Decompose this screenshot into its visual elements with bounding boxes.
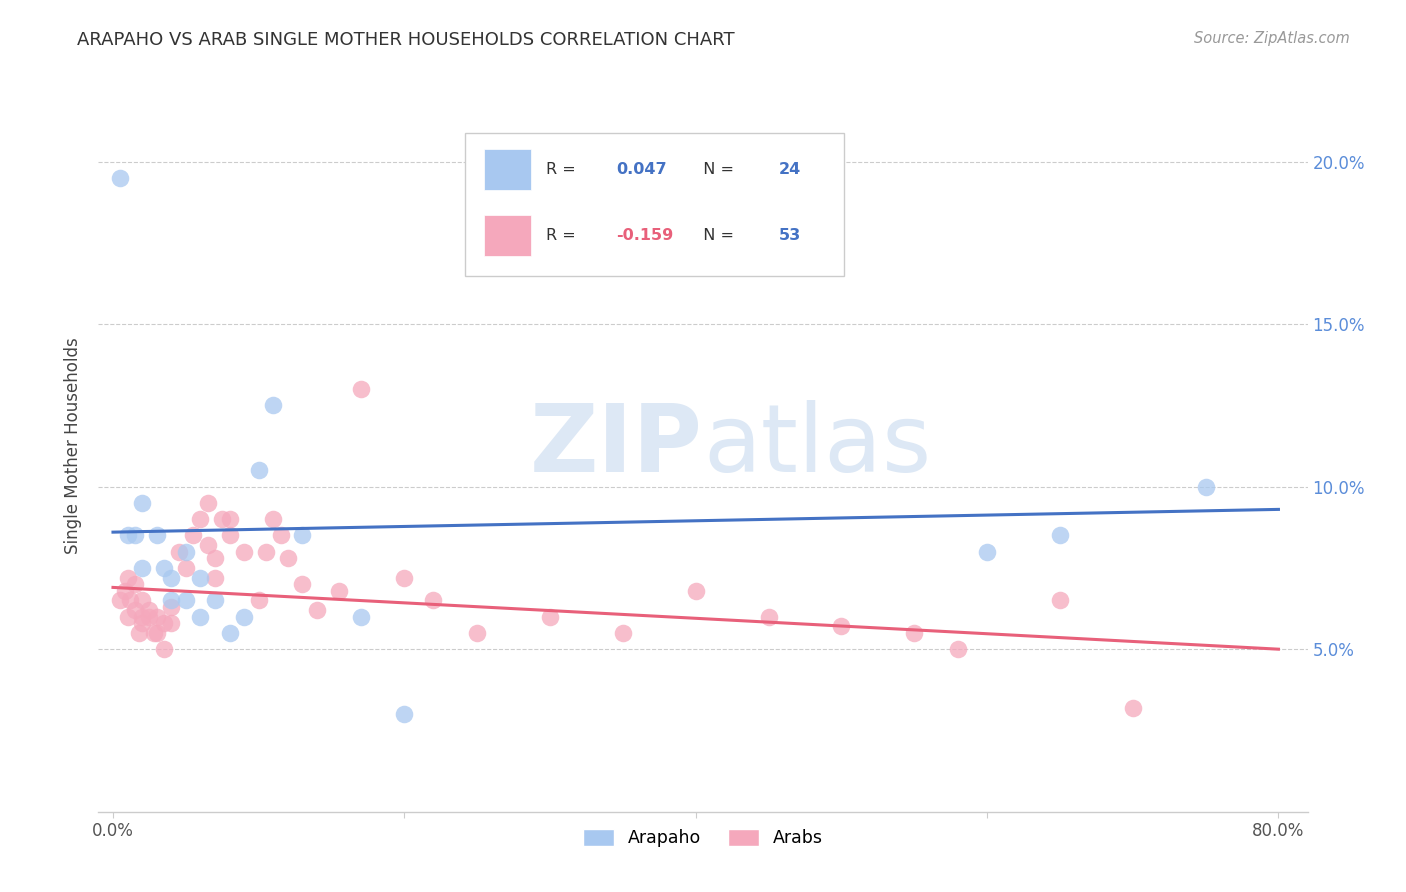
Point	[204, 571, 226, 585]
Point	[190, 571, 212, 585]
Point	[254, 544, 277, 558]
Point	[291, 577, 314, 591]
Point	[145, 528, 167, 542]
Point	[1122, 700, 1144, 714]
Point	[117, 609, 139, 624]
Point	[153, 616, 176, 631]
Text: Source: ZipAtlas.com: Source: ZipAtlas.com	[1194, 31, 1350, 46]
Point	[174, 593, 197, 607]
Point	[204, 551, 226, 566]
Point	[685, 583, 707, 598]
Point	[233, 609, 256, 624]
Point	[758, 609, 780, 624]
Point	[197, 538, 219, 552]
Point	[262, 398, 284, 412]
Point	[138, 609, 160, 624]
Point	[976, 544, 998, 558]
Legend: Arapaho, Arabs: Arapaho, Arabs	[576, 822, 830, 855]
Point	[394, 707, 416, 722]
Point	[394, 571, 416, 585]
Point	[142, 626, 165, 640]
Point	[124, 603, 146, 617]
Point	[138, 603, 160, 617]
Point	[160, 593, 183, 607]
Point	[145, 626, 167, 640]
Point	[218, 626, 240, 640]
Point	[1049, 593, 1071, 607]
Y-axis label: Single Mother Households: Single Mother Households	[65, 338, 83, 554]
Point	[124, 577, 146, 591]
Point	[277, 551, 299, 566]
Point	[160, 571, 183, 585]
Point	[1194, 480, 1216, 494]
Point	[160, 599, 183, 614]
Point	[305, 603, 328, 617]
Point	[131, 496, 153, 510]
Point	[830, 619, 852, 633]
Point	[128, 626, 150, 640]
Point	[153, 642, 176, 657]
Text: atlas: atlas	[703, 400, 931, 492]
Point	[538, 609, 561, 624]
Point	[190, 512, 212, 526]
Point	[174, 561, 197, 575]
Point	[167, 544, 190, 558]
Point	[190, 609, 212, 624]
Text: ZIP: ZIP	[530, 400, 703, 492]
Point	[211, 512, 233, 526]
Point	[124, 528, 146, 542]
Point	[262, 512, 284, 526]
Point	[110, 593, 132, 607]
Point	[247, 593, 270, 607]
Point	[197, 496, 219, 510]
Point	[946, 642, 969, 657]
Point	[612, 626, 634, 640]
Point	[181, 528, 204, 542]
Point	[270, 528, 292, 542]
Point	[174, 544, 197, 558]
Point	[422, 593, 444, 607]
Point	[131, 561, 153, 575]
Point	[903, 626, 925, 640]
Point	[160, 616, 183, 631]
Point	[465, 626, 488, 640]
Point	[131, 616, 153, 631]
Point	[117, 571, 139, 585]
Point	[153, 561, 176, 575]
Point	[218, 512, 240, 526]
Text: ARAPAHO VS ARAB SINGLE MOTHER HOUSEHOLDS CORRELATION CHART: ARAPAHO VS ARAB SINGLE MOTHER HOUSEHOLDS…	[77, 31, 735, 49]
Point	[145, 609, 167, 624]
Point	[328, 583, 350, 598]
Point	[120, 593, 142, 607]
Point	[131, 593, 153, 607]
Point	[350, 382, 373, 396]
Point	[110, 170, 132, 185]
Point	[218, 528, 240, 542]
Point	[291, 528, 314, 542]
Point	[233, 544, 256, 558]
Point	[247, 463, 270, 477]
Point	[117, 528, 139, 542]
Point	[204, 593, 226, 607]
Point	[114, 583, 136, 598]
Point	[131, 609, 153, 624]
Point	[350, 609, 373, 624]
Point	[1049, 528, 1071, 542]
